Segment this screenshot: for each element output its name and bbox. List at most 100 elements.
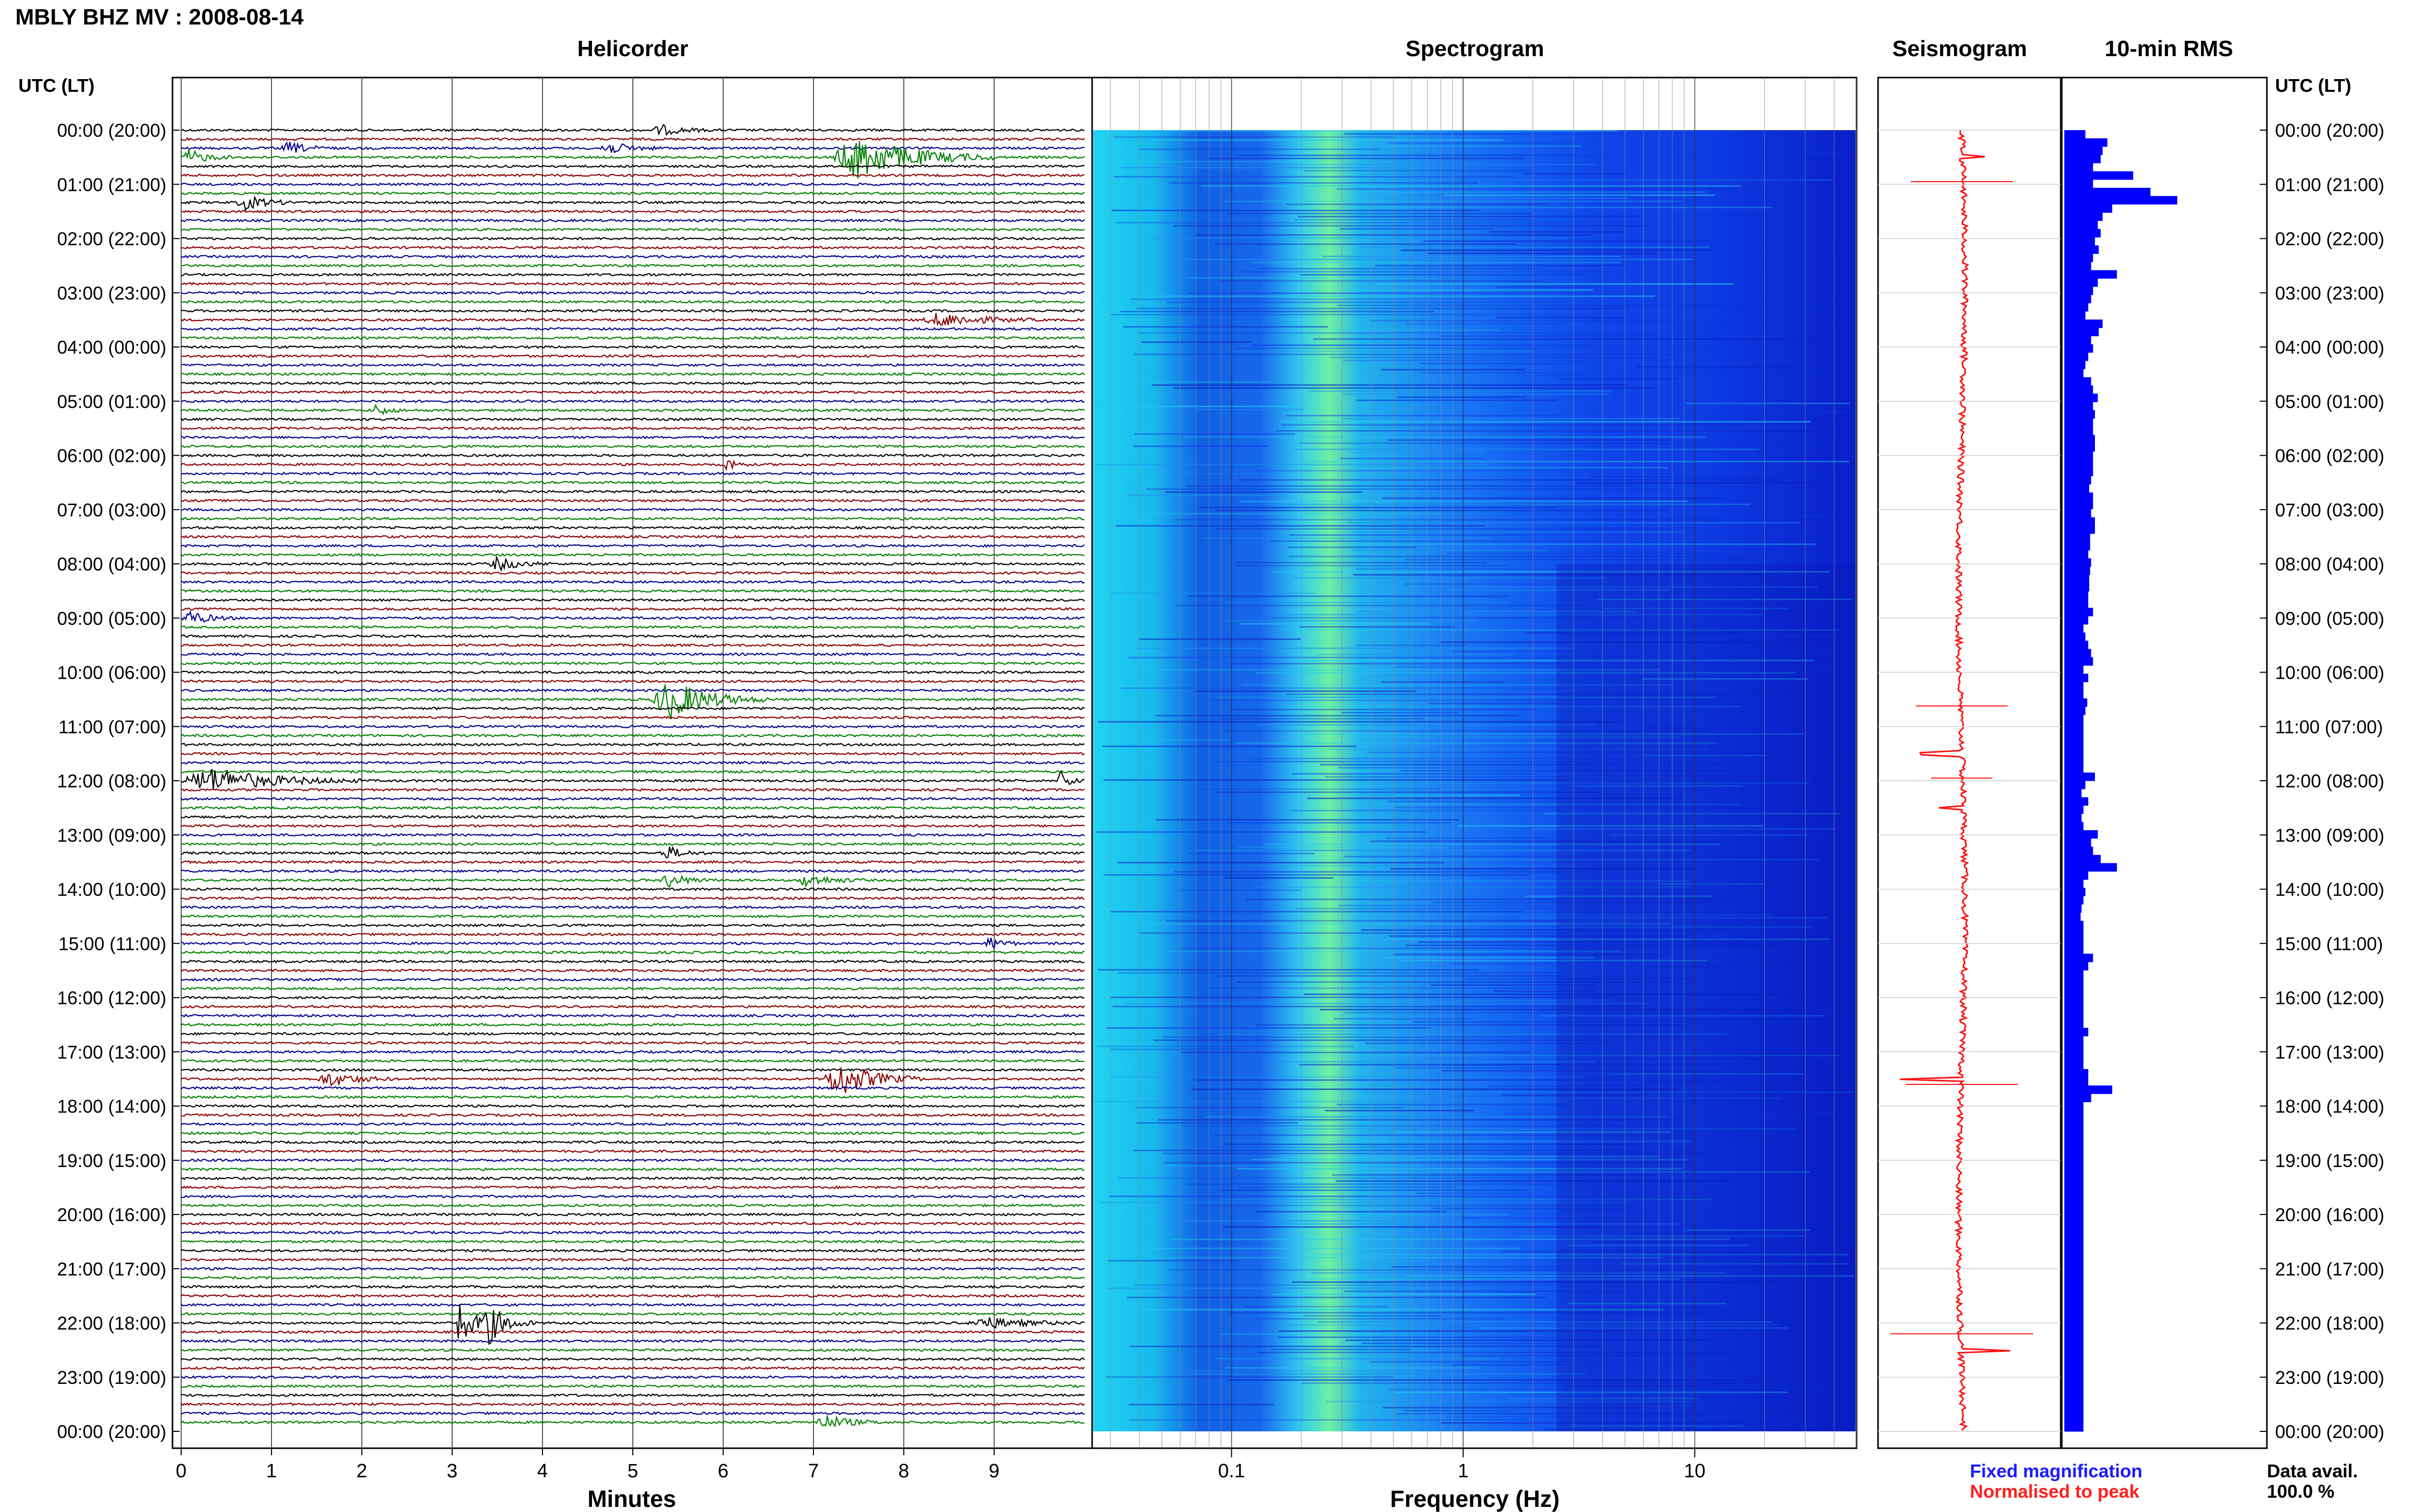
- rms-bar: [2064, 887, 2086, 897]
- helicorder-trace-line: [181, 1113, 1085, 1118]
- spectrogram-texture: [1173, 225, 1647, 227]
- rms-bar: [2064, 533, 2090, 542]
- rms-bar: [2064, 1118, 2084, 1127]
- spectrogram-texture: [1489, 231, 1623, 233]
- time-label-left: 21:00 (17:00): [57, 1258, 166, 1279]
- spectrogram-texture: [1418, 372, 1852, 374]
- spectrogram-texture: [1500, 1251, 1742, 1252]
- time-label-left: 00:00 (20:00): [57, 120, 166, 141]
- frequency-tick-label: 10: [1684, 1460, 1706, 1482]
- rms-bar: [2064, 427, 2093, 435]
- rms-bar: [2064, 229, 2101, 238]
- rms-bar: [2064, 336, 2091, 345]
- helicorder-trace-line: [181, 272, 1085, 277]
- spectrogram-texture: [1361, 467, 1668, 468]
- figure-title: MBLY BHZ MV : 2008-08-14: [15, 5, 304, 30]
- spectrogram-texture: [1283, 629, 1840, 631]
- helicorder-trace-line: [181, 610, 1085, 623]
- helicorder-trace-line: [181, 643, 1085, 648]
- rms-bar: [2064, 360, 2086, 369]
- helicorder-trace-line: [181, 968, 1085, 973]
- spectrogram-texture: [1197, 1205, 1575, 1206]
- time-label-left: 01:00 (21:00): [57, 174, 166, 195]
- spectrogram-texture: [1229, 709, 1537, 710]
- rms-bar: [2064, 402, 2093, 411]
- spectrogram-texture: [1194, 690, 1416, 692]
- time-label-left: 04:00 (00:00): [57, 337, 166, 358]
- spectrogram-texture: [1095, 464, 1489, 465]
- rms-bar: [2064, 509, 2091, 517]
- helicorder-trace-line: [181, 236, 1084, 241]
- helicorder-trace-line: [181, 209, 1085, 214]
- spectrogram-texture: [1338, 905, 1785, 906]
- spectrogram-texture: [1098, 295, 1655, 297]
- spectrogram-texture: [1268, 504, 1751, 505]
- spectrogram-texture: [1450, 963, 1738, 964]
- spectrogram-texture: [1417, 1193, 1532, 1194]
- helicorder-trace-line: [181, 1086, 1085, 1090]
- spectrogram-texture: [1344, 1012, 1825, 1013]
- helicorder-trace-line: [181, 123, 1085, 136]
- time-label-left: 09:00 (05:00): [57, 608, 166, 629]
- spectrogram-texture: [1380, 369, 1525, 370]
- spectrogram-texture: [1208, 700, 1768, 701]
- spectrogram-texture: [1110, 997, 1612, 998]
- spectrogram-texture: [1461, 1355, 1725, 1356]
- spectrogram-texture: [1307, 859, 1819, 860]
- spectrogram-texture: [1388, 801, 1768, 802]
- spectrogram-texture: [1127, 1297, 1546, 1298]
- helicorder-trace-line: [181, 1013, 1085, 1018]
- helicorder-trace-line: [181, 986, 1085, 991]
- spectrogram-texture: [1270, 1349, 1410, 1350]
- spectrogram-texture: [1219, 1189, 1527, 1191]
- spectrogram-texture: [1607, 816, 1779, 817]
- spectrogram-texture: [1524, 896, 1713, 897]
- spectrogram-texture: [1237, 1168, 1683, 1170]
- spectrogram-texture: [1267, 1223, 1680, 1225]
- spectrogram-texture: [1178, 948, 1670, 949]
- spectrogram-texture: [1173, 387, 1655, 389]
- helicorder-trace-line: [181, 652, 1085, 657]
- spectrogram-texture: [1332, 1174, 1658, 1176]
- spectrogram-texture: [1186, 485, 1635, 487]
- spectrogram-texture: [1103, 1309, 1664, 1310]
- spectrogram-texture: [1390, 868, 1699, 870]
- spectrogram-texture: [1260, 268, 1543, 269]
- rms-bar: [2064, 501, 2093, 509]
- spectrogram-texture: [1279, 614, 1762, 615]
- rms-bar: [2064, 1151, 2084, 1160]
- rms-bar: [2064, 1357, 2084, 1366]
- helicorder-trace-line: [181, 173, 1085, 178]
- rms-bar: [2064, 237, 2095, 246]
- spectrogram-texture: [1445, 1416, 1799, 1418]
- spectrogram-texture: [1246, 758, 1770, 759]
- rms-bar: [2064, 476, 2091, 485]
- helicorder-trace-line: [181, 1393, 1085, 1398]
- helicorder-trace-line: [181, 327, 1085, 331]
- helicorder-trace-line: [181, 1185, 1085, 1189]
- spectrogram-texture: [1423, 240, 1716, 242]
- spectrogram-texture: [1576, 482, 1855, 484]
- rms-bar: [2064, 1283, 2084, 1292]
- spectrogram-texture: [1108, 1248, 1521, 1249]
- helicorder-trace-line: [181, 1284, 1085, 1289]
- spectrogram-texture: [1245, 899, 1747, 900]
- spectrogram-texture: [1320, 1009, 1798, 1010]
- time-label-right: 07:00 (03:00): [2275, 500, 2384, 520]
- spectrogram-texture: [1195, 409, 1304, 410]
- helicorder-trace-line: [181, 141, 1085, 179]
- rms-bar: [2064, 1275, 2084, 1283]
- spectrogram-texture: [1405, 1275, 1854, 1277]
- spectrogram-texture: [1361, 1343, 1758, 1344]
- spectrogram-texture: [1223, 201, 1683, 202]
- spectrogram-texture: [1519, 917, 1827, 919]
- spectrogram-texture: [1155, 819, 1459, 821]
- rms-bar: [2064, 912, 2081, 921]
- spectrogram-texture: [1223, 1144, 1647, 1145]
- helicorder-trace-line: [181, 390, 1085, 394]
- helicorder-trace-line: [181, 724, 1085, 729]
- spectrogram-texture: [1296, 908, 1800, 909]
- spectrogram-texture: [1225, 877, 1334, 879]
- helicorder-trace-line: [181, 770, 1085, 774]
- spectrogram-texture: [1383, 145, 1582, 147]
